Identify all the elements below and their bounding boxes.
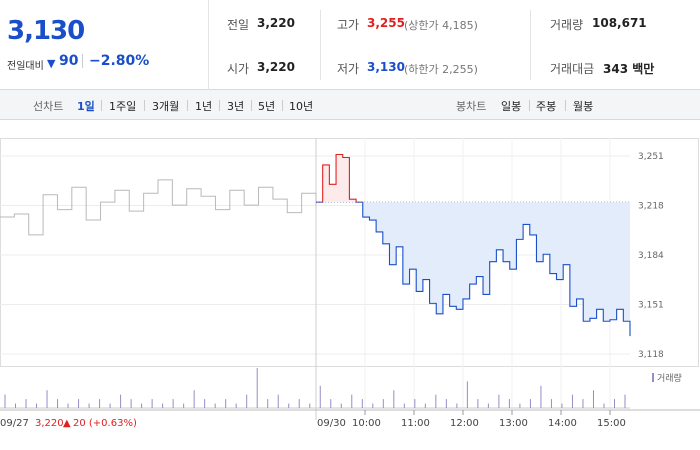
tab-divider [101,100,102,111]
price-chart: 3,251 3,218 3,184 3,151 3,118 거래량 09/27 09/30 10… [0,120,700,450]
up-arrow-icon: ▲ [63,418,71,429]
tab-divider [529,100,530,111]
upper-limit: (상한가 4,185) [404,19,478,32]
current-price: 3,130 [7,16,85,46]
tab-10y[interactable]: 10년 [289,100,314,113]
prev-day-line [0,179,317,236]
tab-1d[interactable]: 1일 [77,100,95,113]
x-tick-label: 13:00 [499,418,528,429]
low-label: 저가 [337,62,360,76]
y-tick-label: 3,251 [638,152,664,162]
change-divider [82,54,83,68]
x-tick-label: 09/27 [0,418,29,429]
tab-5y[interactable]: 5년 [258,100,276,113]
low-value: 3,130 [367,60,405,74]
lower-limit: (하한가 2,255) [404,63,478,76]
tab-divider [251,100,252,111]
tab-monthly-candle[interactable]: 월봉 [573,100,594,113]
tab-3y[interactable]: 3년 [227,100,245,113]
change-value: 90 [59,53,79,69]
x-tick-label: 15:00 [597,418,626,429]
prev-day-price: 3,220 [35,418,64,429]
prev-close-value: 3,220 [257,16,295,30]
x-tick-label: 09/30 [317,418,346,429]
y-tick-label: 3,118 [638,350,664,360]
volume-legend-swatch [652,373,654,382]
down-area-fill [316,202,630,337]
high-label: 고가 [337,18,360,32]
price-summary: 3,130 전일대비 ▼ 90 −2.80% 전일 3,220 시가 3,220… [0,0,700,90]
tab-divider [144,100,145,111]
stat-divider [320,10,321,80]
down-arrow-icon: ▼ [47,57,56,70]
x-tick-label: 14:00 [548,418,577,429]
y-tick-label: 3,151 [638,301,664,311]
prev-close-label: 전일 [227,18,250,32]
y-tick-label: 3,184 [638,251,664,261]
high-value: 3,255 [367,16,405,30]
chart-svg: 3,251 3,218 3,184 3,151 3,118 거래량 09/27 09/30 10… [0,138,700,429]
open-label: 시가 [227,62,250,76]
tab-divider [187,100,188,111]
tab-divider [282,100,283,111]
tab-divider [565,100,566,111]
tab-1y[interactable]: 1년 [195,100,213,113]
volume-label: 거래량 [550,18,584,32]
change-percent: −2.80% [89,53,150,69]
line-chart-label: 선차트 [33,100,64,113]
amount-label: 거래대금 [550,62,595,76]
prev-day-change: 20 (+0.63%) [73,418,137,429]
up-area-fill [322,154,357,203]
y-tick-label: 3,218 [638,202,664,212]
tab-daily-candle[interactable]: 일봉 [501,100,522,113]
chart-tabs: 선차트 1일 1주일 3개월 1년 3년 5년 10년 봉차트 일봉 주봉 월봉 [0,90,700,120]
change-label: 전일대비 [7,61,44,72]
candle-chart-label: 봉차트 [456,100,487,113]
tab-1w[interactable]: 1주일 [109,100,137,113]
x-tick-label: 12:00 [450,418,479,429]
volume-value: 108,671 [592,16,647,30]
tab-divider [219,100,220,111]
today-line-down [316,202,631,337]
tab-weekly-candle[interactable]: 주봉 [536,100,557,113]
open-value: 3,220 [257,60,295,74]
volume-legend-label: 거래량 [657,372,682,384]
plot-frame [0,138,699,367]
x-tick-label: 10:00 [352,418,381,429]
x-tick-label: 11:00 [401,418,430,429]
current-price-box: 3,130 전일대비 ▼ 90 −2.80% [0,0,209,90]
tab-3m[interactable]: 3개월 [152,100,180,113]
amount-value: 343 백만 [603,62,655,76]
stat-divider [530,10,531,80]
